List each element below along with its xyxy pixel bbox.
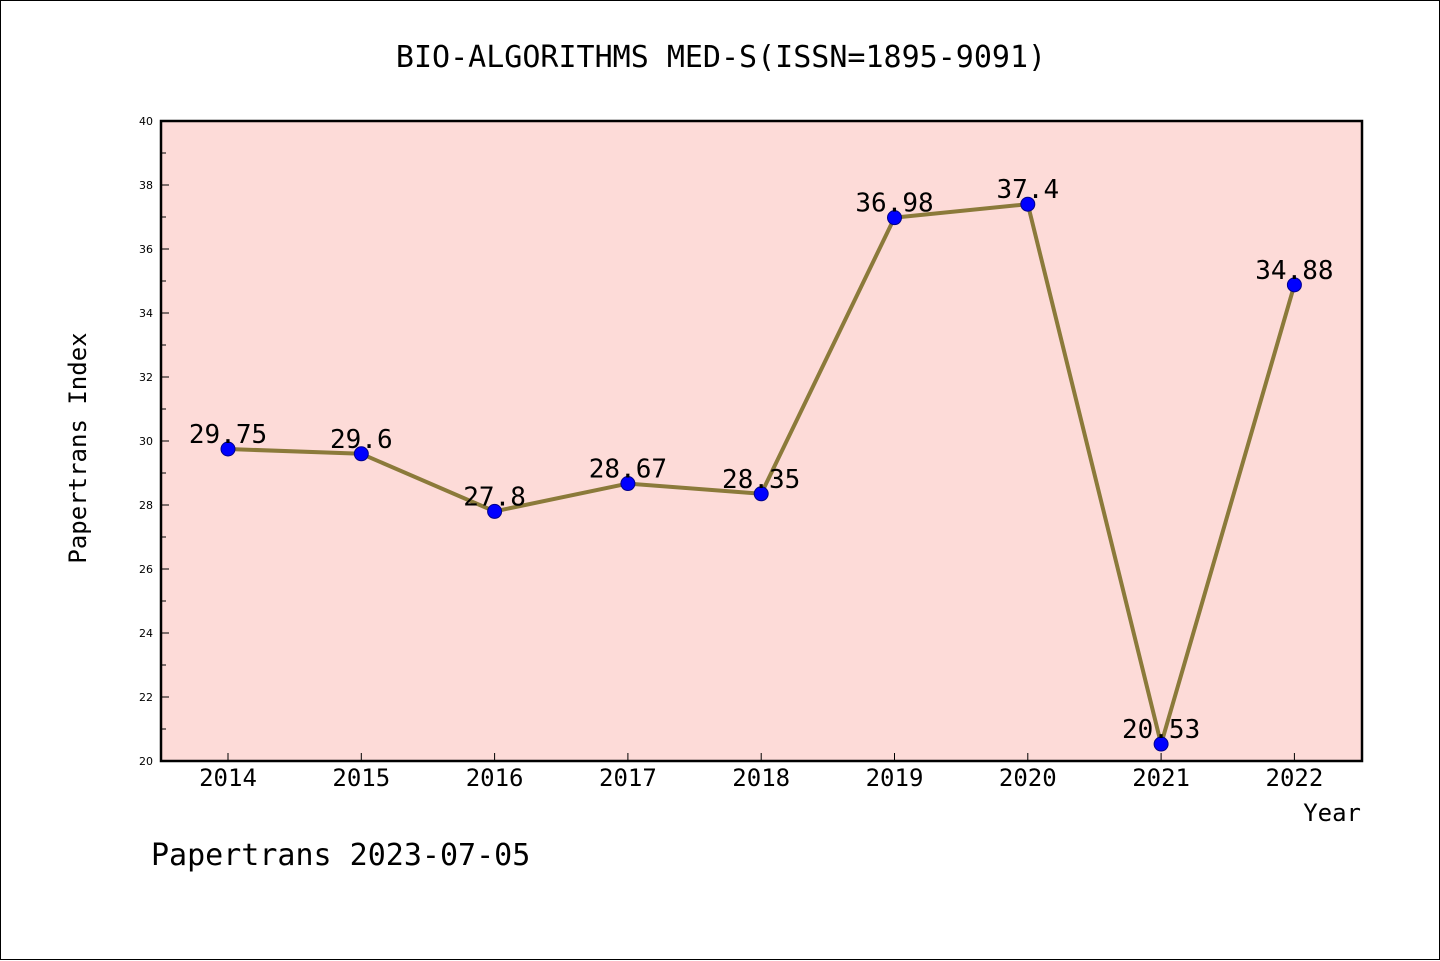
y-tick-label: 20 — [139, 755, 153, 768]
y-tick-label: 30 — [139, 435, 153, 448]
y-tick-label: 40 — [139, 115, 153, 128]
x-tick-label: 2016 — [466, 764, 524, 792]
data-point — [1286, 277, 1302, 293]
x-tick-label: 2015 — [332, 764, 390, 792]
y-tick-label: 34 — [139, 307, 153, 320]
footer-text: Papertrans 2023-07-05 — [151, 838, 530, 873]
x-tick-label: 2019 — [866, 764, 924, 792]
data-point — [753, 486, 769, 502]
data-label: 34.88 — [1255, 256, 1333, 286]
x-axis-ticks: 2014 2015 2016 2017 2018 2019 2020 2021 2022 — [199, 753, 1323, 792]
y-tick-label: 26 — [139, 563, 153, 576]
y-tick-label: 28 — [139, 499, 153, 512]
y-axis-label: Papertrans Index — [64, 332, 92, 563]
data-label: 20.53 — [1122, 715, 1200, 745]
data-label: 29.6 — [330, 425, 393, 455]
data-label: 27.8 — [463, 482, 526, 512]
data-markers — [220, 196, 1302, 752]
data-labels: 29.75 29.6 27.8 28.67 28.35 36.98 37.4 20.53 34.… — [189, 175, 1334, 745]
x-tick-label: 2017 — [599, 764, 657, 792]
x-tick-label: 2014 — [199, 764, 257, 792]
x-tick-label: 2020 — [999, 764, 1057, 792]
y-tick-label: 22 — [139, 691, 153, 704]
data-label: 37.4 — [996, 175, 1059, 205]
y-tick-label: 24 — [139, 627, 153, 640]
data-label: 28.67 — [589, 455, 667, 485]
plot-area — [161, 121, 1362, 761]
data-point — [620, 476, 636, 492]
x-tick-label: 2021 — [1132, 764, 1190, 792]
data-point — [353, 446, 369, 462]
x-tick-label: 2018 — [732, 764, 790, 792]
data-point — [887, 210, 902, 226]
x-tick-label: 2022 — [1266, 764, 1324, 792]
data-label: 36.98 — [855, 189, 933, 219]
plot-border — [159, 119, 1364, 763]
y-tick-label: 32 — [139, 371, 153, 384]
data-point — [1020, 196, 1036, 212]
data-label: 28.35 — [722, 465, 800, 495]
y-tick-label: 38 — [139, 179, 153, 192]
y-axis-ticks: 20 22 24 26 28 30 32 34 36 38 40 — [139, 115, 169, 768]
data-point — [1153, 736, 1169, 752]
data-label: 29.75 — [189, 420, 267, 450]
y-tick-label: 36 — [139, 243, 153, 256]
data-point — [487, 503, 503, 519]
data-point — [220, 441, 236, 457]
chart-title: BIO-ALGORITHMS MED-S(ISSN=1895-9091) — [396, 40, 1046, 75]
x-axis-label: Year — [1303, 799, 1361, 827]
